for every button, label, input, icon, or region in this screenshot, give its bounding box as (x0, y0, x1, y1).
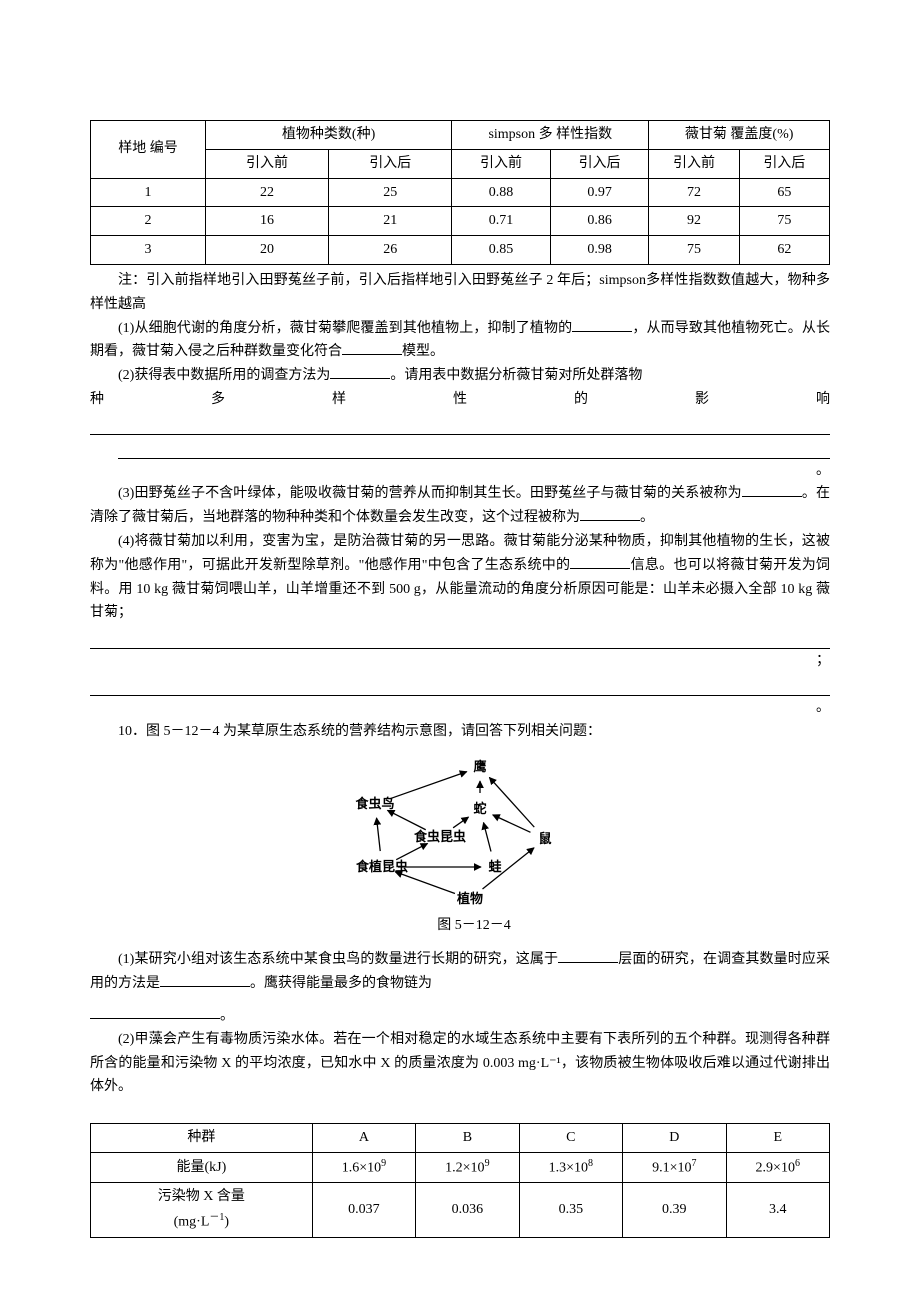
table-row: 污染物 X 含量(mg·L－1) 0.037 0.036 0.35 0.39 3… (91, 1183, 830, 1237)
th-sub: 引入后 (550, 149, 649, 178)
cell: 0.35 (519, 1183, 622, 1237)
th-col: A (312, 1124, 415, 1153)
th-population: 种群 (91, 1124, 313, 1153)
q2-text-b: 。请用表中数据分析薇甘菊对所处群落物 (390, 368, 642, 383)
blank (570, 554, 630, 569)
svg-text:植物: 植物 (456, 891, 483, 906)
blank-line (90, 672, 830, 695)
cell: 1.6×109 (312, 1152, 415, 1182)
th-col: D (623, 1124, 726, 1153)
foodweb-figure: 鹰食虫鸟 蛇食虫昆虫 鼠食植昆虫 蛙植物 (90, 749, 830, 914)
period: 。 (90, 459, 830, 483)
blank (572, 317, 632, 332)
table-row: 122250.880.977265 (91, 178, 830, 207)
svg-text:食植昆虫: 食植昆虫 (356, 859, 408, 874)
th-sample-id: 样地 编号 (91, 121, 206, 179)
th-coverage: 薇甘菊 覆盖度(%) (649, 121, 830, 150)
semicolon: ； (90, 649, 830, 673)
blank (580, 506, 640, 521)
th-sub: 引入后 (329, 149, 452, 178)
q2-text-a: (2)获得表中数据所用的调查方法为 (118, 368, 330, 383)
question-10-title: 10．图 5－12－4 为某草原生态系统的营养结构示意图，请回答下列相关问题： (90, 720, 830, 744)
blank (330, 364, 390, 379)
q3-text-a: (3)田野菟丝子不含叶绿体，能吸收薇甘菊的营养从而抑制其生长。田野菟丝子与薇甘菊… (118, 486, 742, 501)
th-col: E (726, 1124, 830, 1153)
svg-text:食虫昆虫: 食虫昆虫 (414, 829, 466, 844)
blank (742, 482, 802, 497)
table-row: 能量(kJ) 1.6×109 1.2×109 1.3×108 9.1×107 2… (91, 1152, 830, 1182)
foodweb-diagram: 鹰食虫鸟 蛇食虫昆虫 鼠食植昆虫 蛙植物 (320, 749, 600, 914)
svg-text:鼠: 鼠 (538, 831, 551, 846)
table-population-data: 种群 A B C D E 能量(kJ) 1.6×109 1.2×109 1.3×… (90, 1123, 830, 1238)
cell: 1.2×109 (416, 1152, 519, 1182)
cell: 0.036 (416, 1183, 519, 1237)
th-species: 植物种类数(种) (205, 121, 451, 150)
question-3: (3)田野菟丝子不含叶绿体，能吸收薇甘菊的营养从而抑制其生长。田野菟丝子与薇甘菊… (90, 482, 830, 530)
question-1: (1)从细胞代谢的角度分析，薇甘菊攀爬覆盖到其他植物上，抑制了植物的，从而导致其… (90, 317, 830, 365)
figure-caption: 图 5－12－4 (90, 914, 830, 938)
q10-1-a: (1)某研究小组对该生态系统中某食虫鸟的数量进行长期的研究，这属于 (118, 952, 558, 967)
q1-text-a: (1)从细胞代谢的角度分析，薇甘菊攀爬覆盖到其他植物上，抑制了植物的 (118, 321, 572, 336)
blank-line (90, 412, 830, 435)
q3-text-c: 。 (640, 510, 654, 525)
blank (90, 996, 220, 1019)
blank-line (90, 625, 830, 648)
svg-text:食虫鸟: 食虫鸟 (355, 796, 394, 811)
table-note: 注：引入前指样地引入田野菟丝子前，引入后指样地引入田野菟丝子 2 年后；simp… (90, 269, 830, 317)
table-row: 216210.710.869275 (91, 207, 830, 236)
blank-line (118, 435, 830, 458)
th-sub: 引入后 (739, 149, 829, 178)
table-sample-data: 样地 编号 植物种类数(种) simpson 多 样性指数 薇甘菊 覆盖度(%)… (90, 120, 830, 265)
th-col: C (519, 1124, 622, 1153)
cell: 1.3×108 (519, 1152, 622, 1182)
period: 。 (90, 696, 830, 720)
cell: 0.037 (312, 1183, 415, 1237)
blank (558, 948, 618, 963)
th-sub: 引入前 (452, 149, 551, 178)
cell: 3.4 (726, 1183, 830, 1237)
q10-1-c: 。鹰获得能量最多的食物链为 (250, 976, 432, 991)
th-simpson: simpson 多 样性指数 (452, 121, 649, 150)
question-2: (2)获得表中数据所用的调查方法为 。请用表中数据分析薇甘菊对所处群落物 (90, 364, 830, 388)
th-sub: 引入前 (649, 149, 739, 178)
blank (342, 340, 402, 355)
row-label: 能量(kJ) (91, 1152, 313, 1182)
cell: 0.39 (623, 1183, 726, 1237)
svg-text:蛙: 蛙 (488, 859, 501, 874)
blank (160, 972, 250, 987)
question-10-1: (1)某研究小组对该生态系统中某食虫鸟的数量进行长期的研究，这属于层面的研究，在… (90, 948, 830, 996)
question-10-2: (2)甲藻会产生有毒物质污染水体。若在一个相对稳定的水域生态系统中主要有下表所列… (90, 1028, 830, 1099)
q1-text-c: 模型。 (402, 344, 444, 359)
q2-spread: 种 多 样 性 的 影 响 (90, 388, 830, 412)
th-col: B (416, 1124, 519, 1153)
q10-1-d: 。 (220, 1008, 234, 1023)
cell: 9.1×107 (623, 1152, 726, 1182)
th-sub: 引入前 (205, 149, 328, 178)
question-4: (4)将薇甘菊加以利用，变害为宝，是防治薇甘菊的另一思路。薇甘菊能分泌某种物质，… (90, 530, 830, 625)
svg-text:蛇: 蛇 (473, 801, 486, 816)
svg-text:鹰: 鹰 (473, 759, 486, 774)
row-label: 污染物 X 含量(mg·L－1) (91, 1183, 313, 1237)
cell: 2.9×106 (726, 1152, 830, 1182)
table-row: 320260.850.987562 (91, 236, 830, 265)
